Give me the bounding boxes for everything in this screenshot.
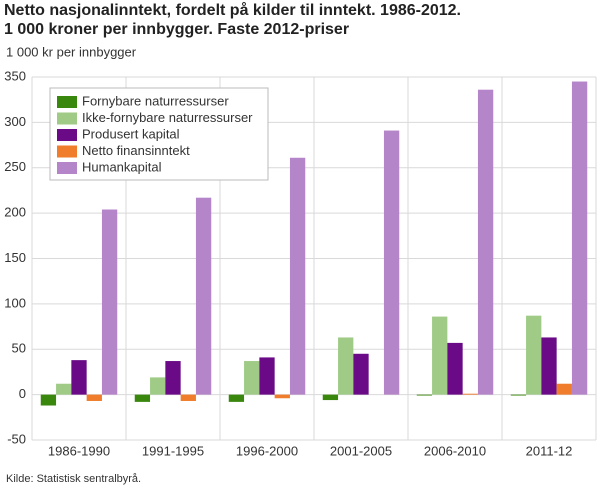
chart-title: Netto nasjonalinntekt, fordelt på kilder…: [4, 1, 461, 19]
legend-box: [49, 87, 269, 181]
bar: [383, 130, 400, 395]
x-tick-label: 2006-2010: [424, 443, 486, 458]
source: Kilde: Statistisk sentralbyrå.: [6, 473, 141, 485]
legend-label: Humankapital: [82, 159, 162, 174]
bar: [322, 394, 339, 401]
bar: [571, 81, 588, 395]
y-tick-label: 350: [4, 68, 26, 83]
bar: [244, 361, 260, 395]
bar: [274, 394, 290, 399]
legend-swatch: [57, 96, 77, 108]
bar: [180, 394, 196, 401]
legend-label: Ikke-fornybare naturressurser: [82, 110, 253, 125]
bar: [71, 360, 87, 395]
bar: [289, 157, 306, 395]
y-tick-label: 200: [4, 205, 26, 220]
bar: [416, 394, 433, 396]
x-tick-label: 1996-2000: [236, 443, 298, 458]
bar: [477, 89, 494, 395]
x-tick-label: 2001-2005: [330, 443, 392, 458]
y-tick-label: 0: [19, 386, 26, 401]
x-tick-label: 1991-1995: [142, 443, 204, 458]
bar: [556, 383, 572, 395]
legend-swatch: [57, 112, 77, 125]
bar: [541, 337, 557, 395]
bar: [510, 394, 527, 396]
y-axis-label: 1 000 kr per innbygger: [6, 44, 137, 59]
bar: [40, 394, 57, 406]
bar: [338, 337, 354, 395]
x-tick-label: 2011-12: [526, 443, 573, 458]
legend-swatch: [57, 129, 77, 141]
y-tick-label: 100: [4, 295, 26, 310]
bar: [134, 394, 151, 402]
y-tick-label: 250: [4, 159, 26, 174]
bar: [228, 394, 245, 402]
y-tick-label: 50: [12, 341, 26, 356]
x-tick-label: 1986-1990: [48, 443, 110, 458]
chart-subtitle: 1 000 kroner per innbygger. Faste 2012-p…: [4, 21, 349, 38]
legend-swatch: [57, 162, 77, 174]
bar: [259, 357, 275, 395]
bar: [56, 383, 72, 395]
bar: [195, 197, 212, 395]
y-tick-label: 300: [4, 114, 26, 129]
legend-label: Netto finansinntekt: [82, 143, 190, 158]
bar: [432, 316, 448, 395]
bar: [353, 353, 369, 395]
y-tick-label: -50: [7, 431, 26, 446]
bar: [447, 342, 463, 395]
bar: [86, 394, 102, 401]
bar: [526, 315, 542, 395]
legend-swatch: [57, 145, 77, 158]
bar: [462, 393, 478, 395]
legend-label: Produsert kapital: [82, 126, 180, 141]
bar: [150, 377, 166, 395]
y-tick-label: 150: [4, 250, 26, 265]
legend-label: Fornybare naturressurser: [82, 93, 229, 108]
bar: [165, 361, 181, 395]
bar: [101, 209, 118, 395]
